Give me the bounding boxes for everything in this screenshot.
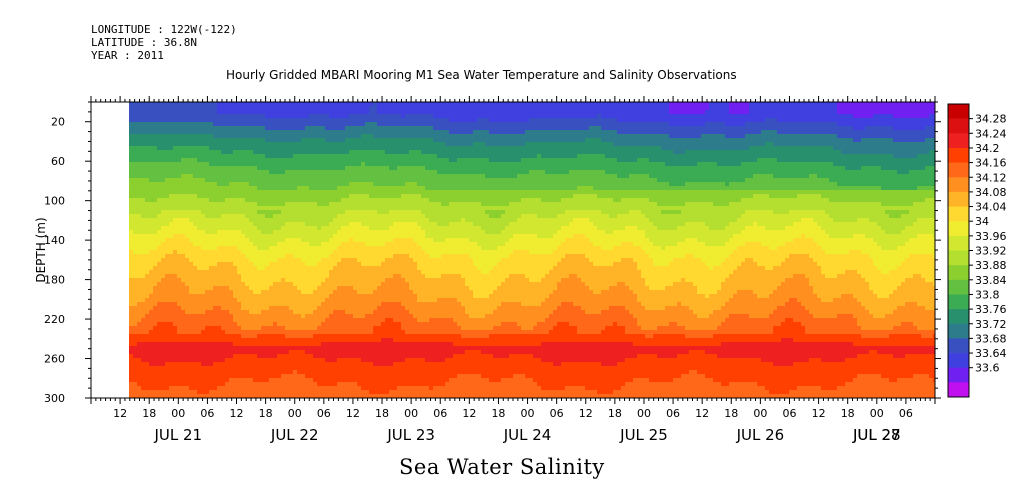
colorbar-label: 33.92 — [975, 245, 1007, 258]
colorbar-label: 33.88 — [975, 259, 1007, 272]
x-hour-label: 06 — [433, 407, 447, 420]
latitude-label: LATITUDE : 36.8N — [91, 36, 197, 49]
y-tick-label: 180 — [44, 274, 65, 287]
x-hour-label: 12 — [579, 407, 593, 420]
x-hour-label: 06 — [666, 407, 680, 420]
y-tick-label: 300 — [44, 392, 65, 405]
x-day-label: JUL 24 — [503, 426, 552, 444]
x-day-label: JUL 27 — [852, 426, 901, 444]
x-hour-label: 18 — [724, 407, 738, 420]
x-hour-label: 06 — [317, 407, 331, 420]
colorbar-label: 34.12 — [975, 171, 1007, 184]
colorbar-swatch — [948, 382, 969, 398]
colorbar-swatch — [948, 279, 969, 295]
colorbar-label: 33.68 — [975, 332, 1007, 345]
colorbar-label: 33.76 — [975, 303, 1007, 316]
colorbar-swatch — [948, 118, 969, 134]
y-axis: 20 60 100 140 180 220 260 300 — [44, 101, 941, 405]
x-hour-label: 18 — [259, 407, 273, 420]
x-hour-label: 18 — [375, 407, 389, 420]
salinity-heatmap — [129, 102, 935, 398]
x-hour-label: 06 — [550, 407, 564, 420]
y-tick-label: 20 — [51, 116, 65, 129]
colorbar-swatch — [948, 353, 969, 368]
x-hour-label: 12 — [812, 407, 826, 420]
colorbar-swatch — [948, 323, 969, 339]
y-tick-label: 220 — [44, 313, 65, 326]
x-hour-label: 00 — [288, 407, 302, 420]
colorbar-label: 33.6 — [975, 362, 1000, 375]
x-hour-label: 12 — [462, 407, 476, 420]
colorbar-swatch — [948, 309, 969, 325]
x-hour-label: 06 — [200, 407, 214, 420]
x-hour-label: 18 — [142, 407, 156, 420]
colorbar-swatch — [948, 191, 969, 207]
colorbar-label: 33.84 — [975, 274, 1007, 287]
x-hour-label: 00 — [637, 407, 651, 420]
colorbar-label: 34.28 — [975, 113, 1007, 126]
x-day-label: JUL 26 — [736, 426, 785, 444]
y-tick-label: 60 — [51, 155, 65, 168]
x-hour-label: 12 — [230, 407, 244, 420]
colorbar-swatch — [948, 177, 969, 193]
x-hour-label: 18 — [608, 407, 622, 420]
x-hour-label: 12 — [695, 407, 709, 420]
x-hour-label: 18 — [841, 407, 855, 420]
colorbar-swatch — [948, 162, 969, 178]
x-day-label: JUL 21 — [153, 426, 202, 444]
colorbar-swatch — [948, 104, 969, 119]
y-tick-label: 260 — [44, 353, 65, 366]
colorbar-swatch — [948, 250, 969, 266]
colorbar-label: 33.64 — [975, 347, 1007, 360]
colorbar-swatch — [948, 294, 969, 310]
chart-title: Hourly Gridded MBARI Mooring M1 Sea Wate… — [226, 68, 737, 82]
colorbar-label: 33.8 — [975, 288, 1000, 301]
colorbar-label: 34 — [975, 215, 989, 228]
colorbar-label: 33.96 — [975, 230, 1007, 243]
x-day-label: JUL 23 — [386, 426, 435, 444]
colorbar-label: 34.04 — [975, 201, 1007, 214]
x-hour-label: 12 — [113, 407, 127, 420]
colorbar-swatch — [948, 265, 969, 281]
colorbar-label: 34.2 — [975, 142, 1000, 155]
x-hour-label: 06 — [899, 407, 913, 420]
colorbar-swatch — [948, 235, 969, 251]
x-hour-label: 18 — [491, 407, 505, 420]
x-hour-label: 06 — [782, 407, 796, 420]
variable-title: Sea Water Salinity — [399, 455, 605, 479]
x-hour-label: 00 — [404, 407, 418, 420]
colorbar-swatch — [948, 147, 969, 163]
year-label: YEAR : 2011 — [91, 49, 164, 62]
x-day-label: JUL 25 — [619, 426, 668, 444]
y-tick-label: 100 — [44, 195, 65, 208]
colorbar-swatch — [948, 206, 969, 222]
colorbar-label: 34.08 — [975, 186, 1007, 199]
x-hour-label: 00 — [171, 407, 185, 420]
x-hour-label: 00 — [753, 407, 767, 420]
x-day-label: JUL 28 — [852, 426, 901, 444]
x-axis: 12 18 00 06 12 18 00 06 12 18 00 06 12 18 00 06 12 18 00 06… — [90, 96, 936, 444]
colorbar-label: 33.72 — [975, 318, 1007, 331]
colorbar-swatch — [948, 338, 969, 354]
colorbar-swatch — [948, 221, 969, 237]
x-hour-label: 00 — [870, 407, 884, 420]
x-day-label: JUL 22 — [270, 426, 319, 444]
x-hour-label: 00 — [521, 407, 535, 420]
colorbar-label: 34.24 — [975, 127, 1007, 140]
colorbar-swatch — [948, 133, 969, 149]
longitude-label: LONGITUDE : 122W(-122) — [91, 23, 237, 36]
y-tick-label: 140 — [44, 234, 65, 247]
y-axis-label: DEPTH (m) — [34, 217, 48, 282]
colorbar-swatch — [948, 367, 969, 383]
x-hour-label: 12 — [346, 407, 360, 420]
colorbar-label: 34.16 — [975, 157, 1007, 170]
